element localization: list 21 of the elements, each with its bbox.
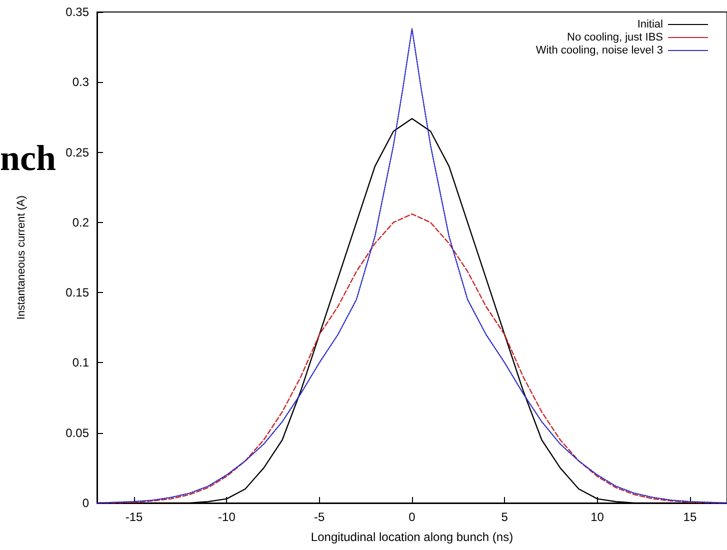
x-tick-label: 15 xyxy=(683,510,697,524)
y-tick-label: 0.25 xyxy=(66,145,90,160)
x-axis-title: Longitudinal location along bunch (ns) xyxy=(310,530,514,544)
x-tick-label: -15 xyxy=(125,510,144,524)
y-tick-label: 0.15 xyxy=(66,286,90,300)
legend-label: With cooling, noise level 3 xyxy=(536,44,663,56)
x-tick-label: 10 xyxy=(590,510,604,524)
legend-label: Initial xyxy=(637,18,663,30)
text: nch xyxy=(0,138,56,178)
y-tick-label: 0.05 xyxy=(66,426,90,440)
x-tick-label: -5 xyxy=(314,510,326,524)
y-tick-label: 0.35 xyxy=(66,5,90,19)
x-tick-label: -10 xyxy=(218,510,236,524)
y-tick-label: 0 xyxy=(82,496,90,510)
x-tick-label: 0 xyxy=(408,510,416,524)
y-tick-label: 0.3 xyxy=(72,75,90,90)
y-tick-label: 0.2 xyxy=(72,215,90,230)
legend-label: No cooling, just IBS xyxy=(567,32,663,44)
x-tick-label: 5 xyxy=(501,510,508,524)
y-tick-label: 0.1 xyxy=(72,356,90,370)
y-axis-title: Instantaneous current (A) xyxy=(16,195,28,320)
